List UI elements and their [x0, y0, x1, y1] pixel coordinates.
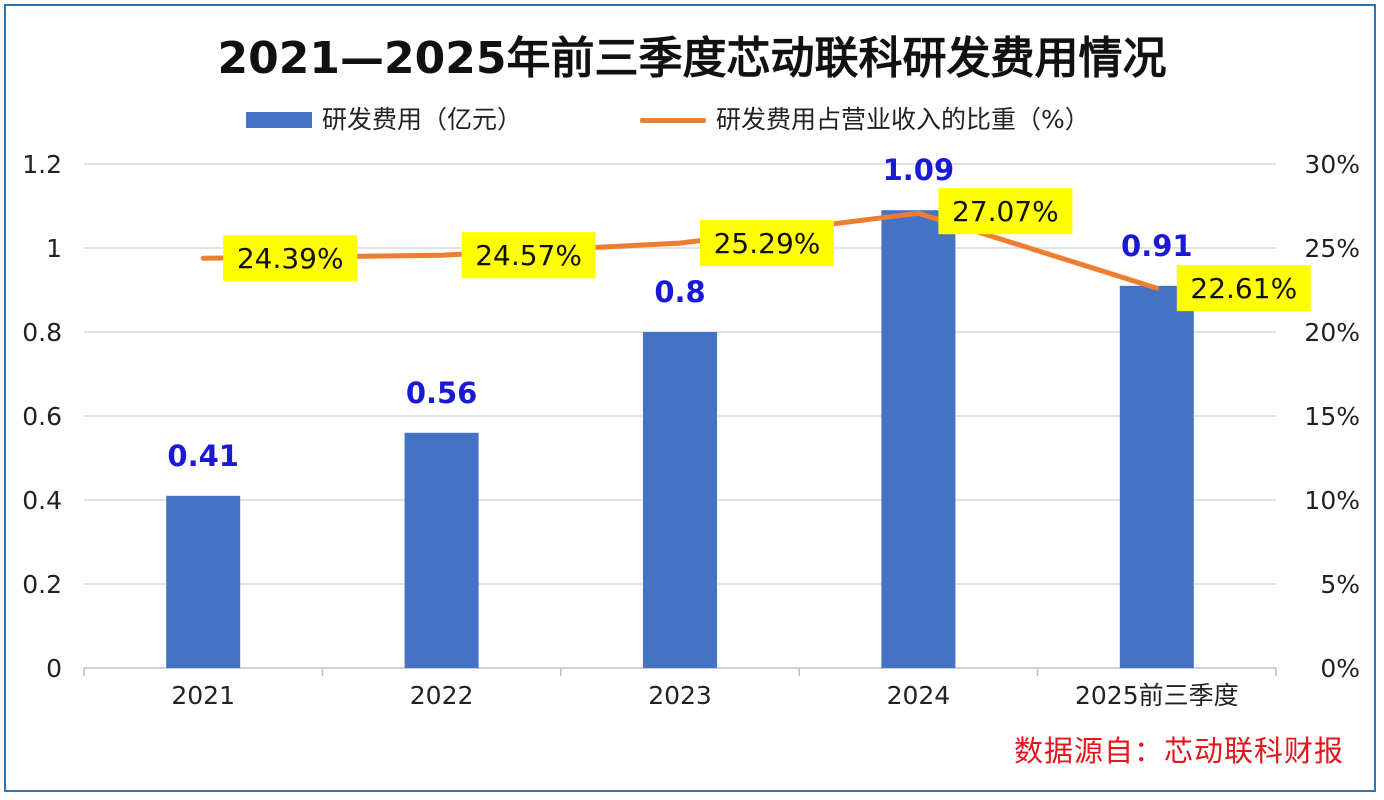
bar-value-label: 1.09	[883, 153, 955, 187]
bar-value-label: 0.8	[654, 275, 705, 309]
y-right-tick-label: 25%	[1304, 234, 1360, 263]
y-left-tick-label: 0	[46, 654, 62, 683]
y-right-tick-label: 0%	[1320, 654, 1360, 683]
bar	[166, 495, 241, 668]
line-value-label: 22.61%	[1190, 272, 1297, 305]
y-left-tick-label: 1.2	[22, 150, 62, 179]
x-tick-label: 2025前三季度	[1075, 681, 1239, 710]
line-value-label: 25.29%	[714, 227, 821, 260]
legend-bar-label: 研发费用（亿元）	[322, 105, 523, 134]
x-tick-label: 2024	[887, 681, 951, 710]
y-left-tick-label: 0.6	[22, 402, 62, 431]
line-label-box	[461, 232, 596, 279]
line-label-box	[223, 235, 358, 282]
line-label-box	[700, 220, 834, 267]
bar-value-label: 0.91	[1121, 229, 1193, 263]
y-left-tick-label: 0.2	[22, 570, 62, 599]
bar	[881, 210, 956, 668]
legend-bar-swatch	[246, 112, 312, 128]
bar-value-label: 0.41	[167, 439, 239, 473]
y-right-tick-label: 15%	[1304, 402, 1360, 431]
series-line	[200, 210, 1160, 291]
y-left-tick-label: 1	[46, 234, 62, 263]
legend-item-bar: 研发费用（亿元）	[246, 100, 522, 140]
legend-item-line: 研发费用占营业收入的比重（%）	[640, 100, 1090, 140]
chart-title: 2021—2025年前三季度芯动联科研发费用情况	[217, 33, 1167, 84]
source-note: 数据源自：芯动联科财报	[1013, 734, 1344, 768]
line-value-label: 24.57%	[475, 239, 582, 272]
y-right-tick-label: 30%	[1304, 150, 1360, 179]
bar	[643, 332, 717, 668]
line-label-box	[938, 188, 1073, 235]
line-value-label: 24.39%	[237, 242, 344, 275]
bar	[404, 432, 479, 668]
bar	[1119, 285, 1194, 668]
y-right-tick-label: 10%	[1304, 486, 1360, 515]
line-label-box	[1176, 265, 1311, 312]
line-value-label: 27.07%	[952, 195, 1059, 228]
y-left-tick-label: 0.8	[22, 318, 62, 347]
y-right-tick-label: 20%	[1304, 318, 1360, 347]
y-right-tick-label: 5%	[1320, 570, 1360, 599]
legend: 研发费用（亿元） 研发费用占营业收入的比重（%）	[0, 100, 1384, 140]
y-left-tick-label: 0.4	[22, 486, 62, 515]
x-tick-label: 2021	[171, 681, 235, 710]
bar-value-label: 0.56	[406, 376, 478, 410]
x-tick-label: 2023	[648, 681, 712, 710]
x-tick-label: 2022	[410, 681, 474, 710]
legend-line-swatch	[640, 117, 706, 123]
legend-line-label: 研发费用占营业收入的比重（%）	[716, 105, 1090, 134]
